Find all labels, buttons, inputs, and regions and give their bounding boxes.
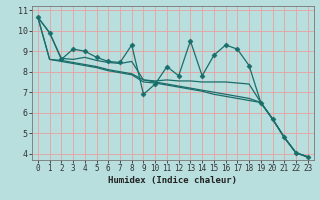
X-axis label: Humidex (Indice chaleur): Humidex (Indice chaleur) <box>108 176 237 185</box>
